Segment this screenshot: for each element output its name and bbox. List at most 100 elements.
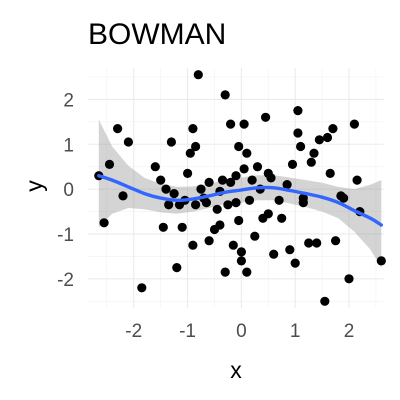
x-tick-label: -1	[179, 321, 196, 342]
data-point	[261, 112, 271, 122]
confidence-band-layer	[98, 119, 382, 268]
data-point	[196, 184, 206, 194]
data-point	[234, 215, 244, 226]
data-point	[293, 106, 303, 116]
data-point	[177, 222, 187, 232]
data-point	[113, 124, 123, 134]
data-point	[150, 162, 160, 172]
data-point	[104, 159, 115, 169]
data-point	[220, 267, 230, 277]
data-point	[349, 119, 359, 129]
data-point	[158, 222, 168, 232]
data-point	[228, 240, 238, 250]
data-point	[252, 162, 263, 172]
data-point	[322, 132, 333, 143]
chart-title: BOWMAN	[88, 18, 226, 51]
data-point	[244, 195, 255, 205]
data-point	[137, 283, 147, 293]
grid	[88, 68, 384, 308]
data-point	[263, 209, 273, 219]
data-point	[191, 200, 201, 210]
data-point	[188, 124, 198, 134]
data-point	[191, 141, 201, 152]
x-tick-label: -2	[125, 321, 142, 342]
data-point	[242, 148, 252, 158]
data-point	[204, 236, 214, 246]
smooth-line	[97, 174, 383, 227]
data-point	[193, 70, 203, 80]
data-point	[161, 184, 171, 194]
y-tick-label: -2	[57, 270, 74, 291]
data-point	[223, 200, 233, 210]
data-point	[274, 195, 284, 205]
data-point	[172, 263, 182, 273]
y-axis-ticks: -2 -1 0 1 2	[57, 90, 74, 290]
data-point	[123, 137, 133, 147]
data-point	[328, 124, 338, 134]
data-point	[352, 175, 362, 185]
data-point	[188, 240, 198, 250]
data-point	[287, 159, 298, 169]
data-point	[376, 256, 386, 266]
data-point	[298, 198, 308, 208]
data-point	[156, 175, 166, 185]
data-point	[266, 173, 276, 183]
data-point	[320, 296, 330, 306]
data-point	[339, 193, 349, 203]
data-point	[285, 245, 295, 255]
data-point	[306, 157, 316, 167]
data-point	[220, 90, 230, 100]
data-point	[231, 171, 241, 181]
data-point	[250, 231, 260, 241]
data-point	[234, 141, 244, 152]
data-point	[312, 238, 322, 248]
data-point	[290, 258, 300, 268]
data-point	[293, 128, 303, 138]
x-tick-label: 2	[344, 321, 355, 342]
data-point	[331, 236, 341, 246]
data-point	[217, 175, 228, 185]
data-point	[344, 274, 354, 284]
data-point	[282, 180, 292, 190]
data-point	[239, 164, 249, 174]
confidence-band	[98, 119, 382, 268]
data-point	[118, 191, 128, 201]
data-point	[231, 198, 241, 208]
data-point	[236, 247, 246, 257]
data-point	[304, 238, 314, 248]
smooth-line-layer	[97, 174, 383, 227]
data-point	[212, 204, 222, 214]
data-point	[239, 119, 249, 129]
data-point	[269, 249, 279, 259]
y-tick-label: 0	[63, 180, 74, 201]
data-point	[185, 148, 195, 158]
points-layer	[94, 70, 386, 306]
y-tick-label: 1	[63, 135, 74, 156]
data-point	[183, 168, 193, 178]
y-axis-label: y	[21, 180, 47, 192]
data-point	[242, 267, 252, 277]
data-point	[314, 135, 324, 145]
x-tick-label: 1	[290, 321, 301, 342]
data-point	[247, 175, 257, 185]
data-point	[169, 189, 179, 199]
data-point	[99, 218, 109, 228]
data-point	[164, 200, 174, 210]
y-tick-label: -1	[57, 225, 74, 246]
data-point	[201, 198, 211, 208]
x-tick-label: 0	[236, 321, 247, 342]
x-axis-ticks: -2 -1 0 1 2	[125, 321, 354, 342]
data-point	[236, 256, 246, 266]
data-point	[296, 141, 306, 152]
data-point	[226, 177, 236, 187]
data-point	[204, 177, 214, 187]
data-point	[166, 137, 176, 147]
data-point	[215, 220, 225, 230]
x-axis-label: x	[230, 357, 242, 383]
data-point	[309, 148, 319, 158]
data-point	[325, 168, 335, 178]
data-point	[277, 213, 287, 223]
data-point	[226, 119, 236, 129]
y-tick-label: 2	[63, 90, 74, 111]
